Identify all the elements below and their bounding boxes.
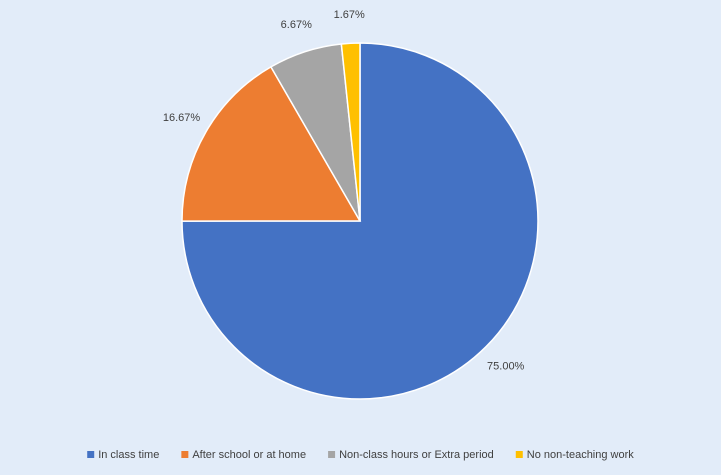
legend-marker	[87, 451, 95, 458]
data-label: 1.67%	[334, 9, 365, 21]
pie-slice	[340, 42, 361, 222]
legend-marker	[181, 451, 189, 458]
legend-marker	[328, 451, 336, 458]
legend-label: Non-class hours or Extra period	[339, 449, 494, 461]
pie-slice	[181, 42, 539, 400]
pie-slice	[181, 65, 362, 222]
data-label: 75.00%	[487, 361, 525, 373]
legend-label: After school or at home	[192, 449, 306, 461]
legend-marker	[515, 451, 523, 458]
legend-label: No non-teaching work	[527, 449, 635, 461]
legend-label: In class time	[98, 449, 159, 461]
data-label: 6.67%	[281, 19, 312, 31]
data-label: 16.67%	[163, 112, 201, 124]
